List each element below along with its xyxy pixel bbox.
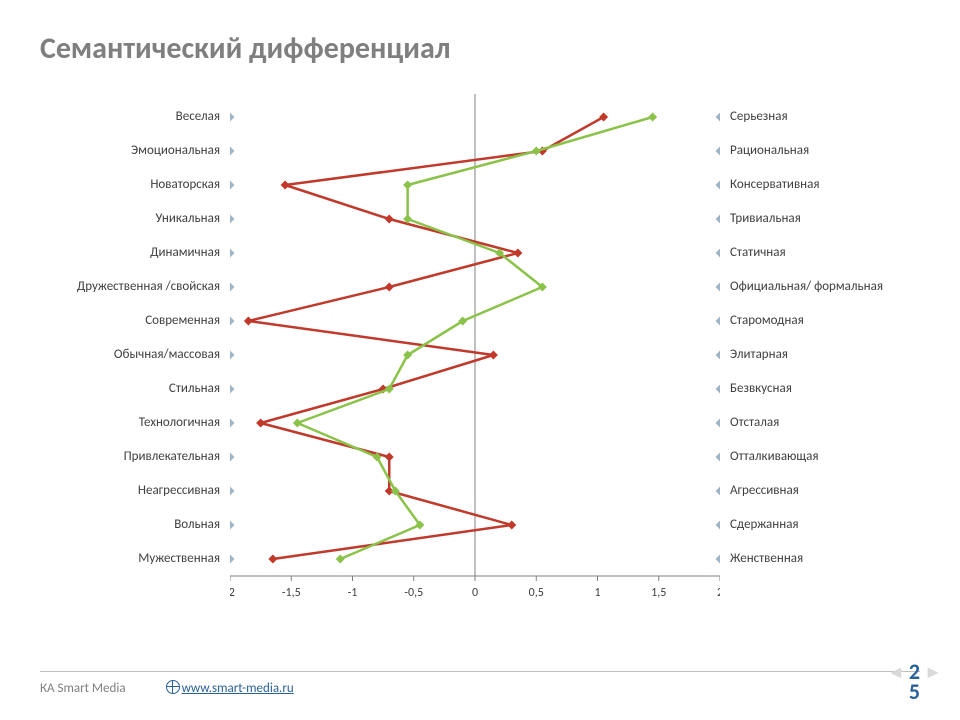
left-label: Стильная <box>60 382 220 396</box>
right-label: Официальная/ формальная <box>730 280 890 294</box>
left-labels: Веселая Эмоциональная Новаторская Уникальна… <box>60 90 220 630</box>
left-label: Дружественная /свойская <box>60 280 220 294</box>
left-label: Вольная <box>60 518 220 532</box>
page-title: Семантический дифференциал <box>40 30 451 67</box>
right-label: Серьезная <box>730 110 890 124</box>
left-label: Эмоциональная <box>60 144 220 158</box>
left-label: Технологичная <box>60 416 220 430</box>
right-label: Статичная <box>730 246 890 260</box>
next-arrow-icon: ► <box>924 664 942 680</box>
globe-icon <box>166 680 180 694</box>
right-label: Элитарная <box>730 348 890 362</box>
svg-text:1: 1 <box>594 586 600 600</box>
right-label: Рациональная <box>730 144 890 158</box>
left-label: Динамичная <box>60 246 220 260</box>
left-label: Обычная/массовая <box>60 348 220 362</box>
svg-text:-1: -1 <box>348 586 358 600</box>
right-label: Безвкусная <box>730 382 890 396</box>
left-label: Неагрессивная <box>60 484 220 498</box>
svg-text:-0,5: -0,5 <box>404 586 423 600</box>
chart-plot-area: -2 -1,5 -1 -0,5 0 0,5 1 1,5 2 <box>230 90 720 630</box>
left-label: Уникальная <box>60 212 220 226</box>
svg-text:1,5: 1,5 <box>651 586 666 600</box>
page-number-bottom: 5 <box>909 678 920 705</box>
svg-text:0: 0 <box>472 586 478 600</box>
svg-text:2: 2 <box>717 586 720 600</box>
footer-link-wrap: www.smart-media.ru <box>166 680 294 696</box>
right-label: Отталкивающая <box>730 450 890 464</box>
left-label: Привлекательная <box>60 450 220 464</box>
right-label: Старомодная <box>730 314 890 328</box>
page-number: ◄ ► 2 5 <box>909 662 920 702</box>
right-label: Женственная <box>730 552 890 566</box>
right-label: Тривиальная <box>730 212 890 226</box>
left-label: Новаторская <box>60 178 220 192</box>
right-label: Отсталая <box>730 416 890 430</box>
left-label: Мужественная <box>60 552 220 566</box>
svg-text:-2: -2 <box>230 586 235 600</box>
right-label: Сдержанная <box>730 518 890 532</box>
right-label: Консервативная <box>730 178 890 192</box>
left-label: Веселая <box>60 110 220 124</box>
left-label: Современная <box>60 314 220 328</box>
footer-company: КА Smart Media <box>40 681 126 696</box>
right-label: Агрессивная <box>730 484 890 498</box>
semantic-differential-chart: Веселая Эмоциональная Новаторская Уникальна… <box>60 90 890 630</box>
svg-text:-1,5: -1,5 <box>282 586 301 600</box>
slide-footer: КА Smart Media www.smart-media.ru <box>40 671 920 696</box>
footer-link[interactable]: www.smart-media.ru <box>182 681 294 696</box>
prev-arrow-icon: ◄ <box>887 664 905 680</box>
right-labels: Серьезная Рациональная Консервативная Триви… <box>730 90 890 630</box>
svg-text:0,5: 0,5 <box>529 586 544 600</box>
